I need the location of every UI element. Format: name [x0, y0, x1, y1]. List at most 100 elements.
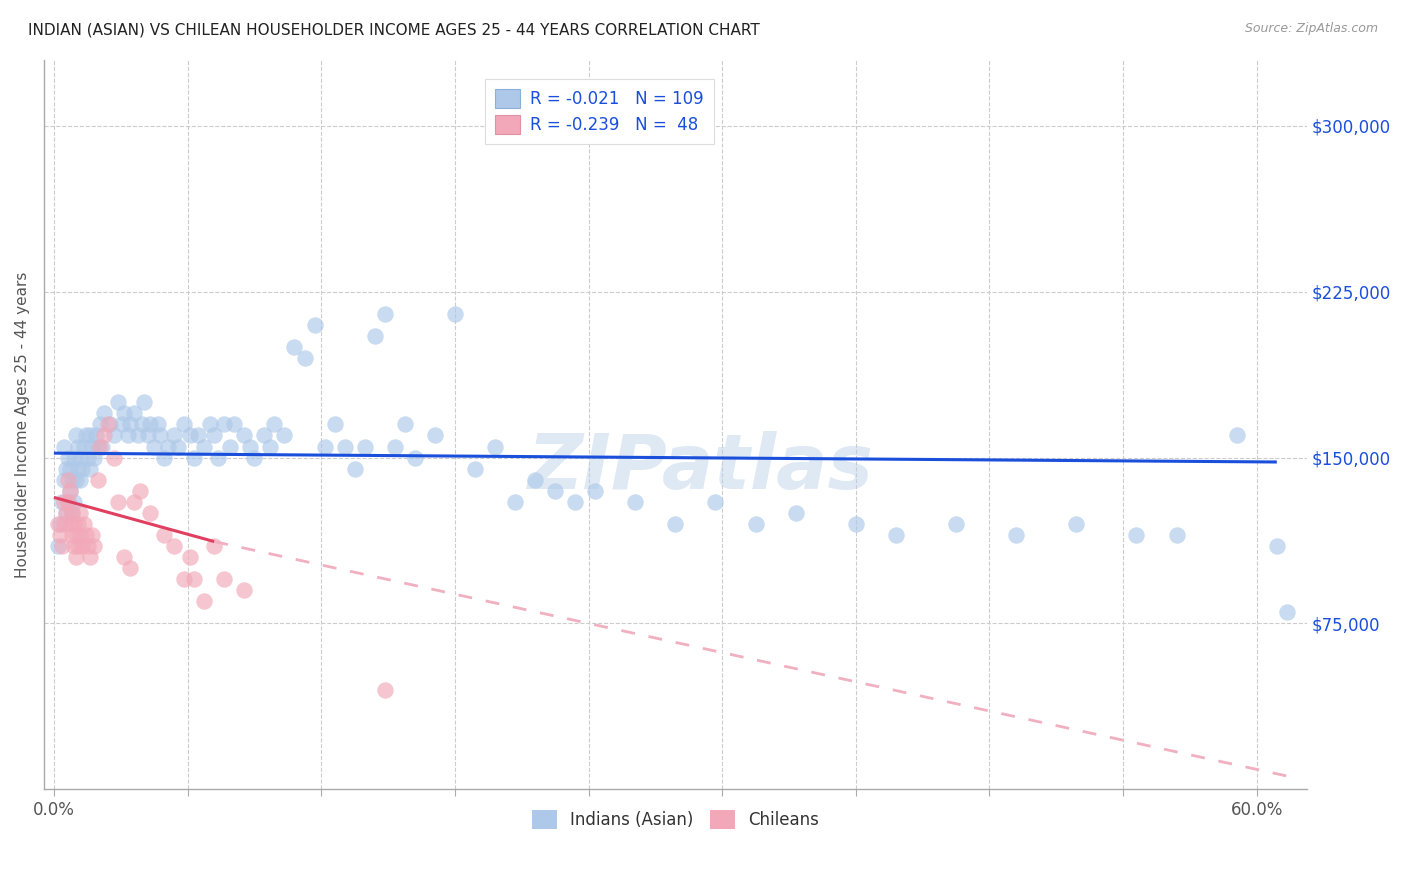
Point	[87, 473, 110, 487]
Point	[79, 428, 101, 442]
Text: ZIPatlas: ZIPatlas	[527, 431, 873, 505]
Point	[77, 450, 100, 465]
Point	[66, 440, 89, 454]
Point	[343, 461, 366, 475]
Point	[91, 440, 114, 454]
Point	[107, 395, 129, 409]
Point	[193, 594, 215, 608]
Point	[484, 440, 506, 454]
Point	[374, 682, 396, 697]
Point	[139, 506, 162, 520]
Point	[444, 307, 467, 321]
Point	[59, 461, 82, 475]
Y-axis label: Householder Income Ages 25 - 44 years: Householder Income Ages 25 - 44 years	[15, 271, 30, 578]
Point	[149, 428, 172, 442]
Point	[219, 440, 242, 454]
Point	[107, 495, 129, 509]
Point	[845, 516, 868, 531]
Point	[163, 428, 186, 442]
Point	[945, 516, 967, 531]
Point	[84, 428, 107, 442]
Point	[46, 516, 69, 531]
Point	[69, 528, 91, 542]
Point	[55, 506, 77, 520]
Point	[98, 417, 121, 432]
Point	[120, 417, 142, 432]
Point	[143, 440, 166, 454]
Point	[524, 473, 547, 487]
Point	[136, 428, 159, 442]
Point	[233, 428, 256, 442]
Point	[51, 495, 73, 509]
Point	[60, 506, 83, 520]
Point	[122, 406, 145, 420]
Point	[75, 428, 97, 442]
Point	[66, 461, 89, 475]
Point	[56, 495, 79, 509]
Point	[179, 428, 201, 442]
Point	[63, 516, 86, 531]
Point	[70, 539, 93, 553]
Point	[129, 483, 152, 498]
Point	[163, 539, 186, 553]
Point	[374, 307, 396, 321]
Point	[544, 483, 567, 498]
Point	[51, 539, 73, 553]
Point	[173, 572, 195, 586]
Point	[1275, 605, 1298, 619]
Point	[103, 450, 125, 465]
Point	[52, 516, 75, 531]
Point	[89, 417, 111, 432]
Point	[214, 572, 236, 586]
Text: INDIAN (ASIAN) VS CHILEAN HOUSEHOLDER INCOME AGES 25 - 44 YEARS CORRELATION CHAR: INDIAN (ASIAN) VS CHILEAN HOUSEHOLDER IN…	[28, 22, 759, 37]
Point	[75, 528, 97, 542]
Point	[63, 495, 86, 509]
Point	[93, 428, 115, 442]
Point	[49, 516, 72, 531]
Point	[187, 428, 209, 442]
Point	[73, 440, 96, 454]
Point	[79, 461, 101, 475]
Point	[66, 516, 89, 531]
Point	[89, 440, 111, 454]
Point	[183, 450, 205, 465]
Point	[55, 461, 77, 475]
Point	[273, 428, 295, 442]
Point	[63, 539, 86, 553]
Point	[167, 440, 190, 454]
Point	[214, 417, 236, 432]
Point	[83, 539, 105, 553]
Point	[120, 561, 142, 575]
Point	[56, 450, 79, 465]
Point	[127, 428, 149, 442]
Point	[60, 506, 83, 520]
Point	[259, 440, 281, 454]
Point	[283, 340, 305, 354]
Point	[111, 417, 134, 432]
Point	[52, 473, 75, 487]
Point	[583, 483, 606, 498]
Point	[253, 428, 276, 442]
Point	[243, 450, 266, 465]
Point	[233, 583, 256, 598]
Point	[65, 428, 87, 442]
Point	[60, 473, 83, 487]
Point	[207, 450, 229, 465]
Point	[200, 417, 222, 432]
Point	[884, 528, 907, 542]
Point	[52, 440, 75, 454]
Point	[65, 473, 87, 487]
Point	[294, 351, 316, 365]
Point	[146, 417, 169, 432]
Point	[93, 406, 115, 420]
Point	[69, 473, 91, 487]
Point	[304, 318, 326, 332]
Point	[56, 495, 79, 509]
Point	[503, 495, 526, 509]
Point	[564, 495, 586, 509]
Point	[323, 417, 346, 432]
Point	[785, 506, 807, 520]
Point	[59, 483, 82, 498]
Point	[59, 483, 82, 498]
Point	[183, 572, 205, 586]
